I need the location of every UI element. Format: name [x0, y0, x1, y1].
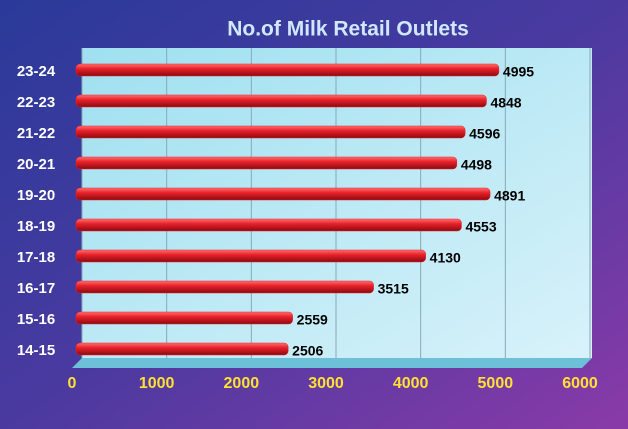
data-label: 4995 — [503, 64, 534, 80]
y-tick-label: 18-19 — [17, 218, 55, 235]
data-label: 3515 — [378, 281, 409, 297]
x-tick-label: 5000 — [478, 375, 514, 392]
data-label: 4848 — [490, 95, 521, 111]
bar — [75, 125, 466, 139]
bar — [75, 311, 293, 325]
y-tick-label: 20-21 — [17, 156, 55, 173]
y-tick-label: 21-22 — [17, 125, 55, 142]
data-label: 4891 — [494, 188, 525, 204]
bar — [75, 94, 487, 108]
y-tick-label: 22-23 — [17, 94, 55, 111]
data-label: 2559 — [297, 312, 328, 328]
y-tick-label: 14-15 — [17, 342, 55, 359]
x-tick-label: 3000 — [308, 375, 344, 392]
y-tick-label: 15-16 — [17, 311, 55, 328]
bar — [75, 249, 426, 263]
x-tick-label: 6000 — [562, 375, 598, 392]
data-label: 4596 — [469, 126, 500, 142]
data-label: 4498 — [461, 157, 492, 173]
x-tick-label: 2000 — [224, 375, 260, 392]
chart-title: No.of Milk Retail Outlets — [227, 18, 469, 41]
bar — [75, 280, 374, 294]
y-tick-label: 17-18 — [17, 249, 55, 266]
bar — [75, 218, 462, 232]
bar — [75, 342, 289, 356]
bar — [75, 187, 491, 201]
bar — [75, 63, 500, 77]
y-tick-label: 19-20 — [17, 187, 55, 204]
y-tick-label: 23-24 — [17, 63, 56, 80]
x-tick-label: 0 — [68, 375, 77, 392]
data-label: 4553 — [465, 219, 496, 235]
data-label: 2506 — [292, 343, 323, 359]
plot-floor — [72, 358, 592, 368]
data-label: 4130 — [430, 250, 461, 266]
bar — [75, 156, 458, 170]
x-tick-label: 1000 — [139, 375, 175, 392]
x-tick-label: 4000 — [393, 375, 429, 392]
y-tick-label: 16-17 — [17, 280, 55, 297]
